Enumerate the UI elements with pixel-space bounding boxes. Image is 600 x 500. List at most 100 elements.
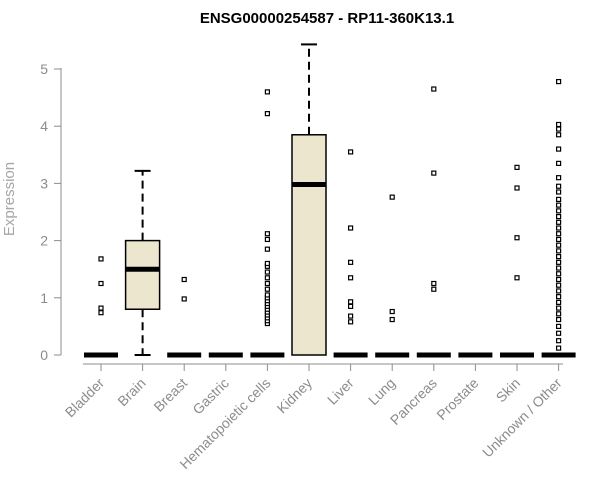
y-axis-ticks: 0 1 2 3 4 5	[40, 61, 61, 363]
y-tick-label: 0	[40, 347, 48, 363]
outlier-point	[264, 236, 270, 243]
outlier-point	[389, 194, 395, 200]
outlier-point	[555, 299, 562, 305]
outlier-point	[348, 275, 354, 281]
outlier-point	[264, 246, 270, 252]
outlier-point	[555, 288, 562, 294]
outlier-point	[555, 330, 562, 336]
outlier-point	[348, 319, 354, 325]
box-brain	[124, 169, 161, 356]
outlier-point	[555, 160, 562, 166]
x-tick-label: Liver	[324, 375, 357, 408]
outlier-point	[264, 286, 270, 292]
x-tick-label: Bladder	[62, 375, 108, 421]
box-breast	[167, 276, 202, 358]
outlier-point	[555, 189, 562, 195]
outlier-point	[431, 170, 437, 176]
x-tick-label: Brain	[114, 375, 148, 409]
x-tick-label: Prostate	[433, 375, 481, 423]
y-tick-label: 2	[40, 233, 48, 249]
outlier-point	[555, 316, 562, 323]
outlier-point	[264, 292, 270, 298]
outlier-point	[555, 338, 562, 344]
outlier-point	[264, 269, 270, 275]
outlier-point	[555, 208, 562, 214]
outlier-point	[555, 236, 562, 243]
box-bladder	[84, 256, 118, 358]
outlier-point	[555, 126, 562, 132]
outlier-point	[348, 225, 354, 231]
y-tick-label: 5	[40, 61, 48, 77]
box-skin	[500, 164, 534, 358]
box-body	[291, 134, 327, 356]
outlier-point	[555, 183, 562, 189]
outlier-point	[431, 280, 437, 287]
outlier-point	[98, 256, 104, 262]
outlier-point	[514, 275, 520, 281]
outlier-point	[555, 311, 562, 317]
outlier-point	[555, 225, 562, 231]
outlier-point	[555, 259, 562, 265]
box-pancreas	[416, 86, 451, 358]
outlier-point	[555, 213, 562, 220]
box-hematopoietic-cells	[250, 89, 285, 358]
outlier-point	[264, 89, 270, 95]
box-series	[84, 43, 576, 358]
outlier-point	[514, 235, 520, 241]
outlier-point	[555, 175, 562, 181]
outlier-point	[555, 305, 562, 311]
outlier-point	[555, 323, 562, 329]
outlier-point	[555, 242, 562, 248]
outlier-point	[555, 345, 562, 351]
outlier-point	[389, 316, 395, 323]
outlier-point	[555, 202, 562, 208]
outlier-point	[431, 286, 437, 292]
outlier-point	[555, 231, 562, 237]
outlier-point	[264, 111, 270, 117]
outlier-point	[555, 132, 562, 138]
outlier-point	[389, 308, 395, 315]
outlier-point	[264, 280, 270, 287]
box-kidney	[291, 43, 327, 356]
outlier-point	[555, 282, 562, 288]
outlier-point	[555, 254, 562, 260]
outlier-point	[555, 294, 562, 300]
outlier-point	[555, 248, 562, 254]
outlier-point	[348, 149, 354, 155]
outlier-point	[264, 275, 270, 281]
outlier-point	[555, 78, 562, 85]
outlier-point	[181, 296, 187, 302]
outlier-point	[555, 271, 562, 277]
outlier-point	[264, 260, 270, 267]
outlier-point	[555, 219, 562, 225]
x-tick-label: Breast	[150, 375, 190, 415]
x-tick-label: Lung	[365, 375, 398, 408]
box-lung	[375, 194, 410, 358]
y-axis-label: Expression	[1, 162, 18, 236]
box-unknown-other	[541, 78, 576, 358]
y-tick-label: 4	[40, 118, 48, 134]
outlier-point	[555, 265, 562, 271]
chart-title: ENSG00000254587 - RP11-360K13.1	[200, 10, 454, 27]
outlier-point	[348, 299, 354, 305]
outlier-point	[98, 280, 104, 287]
box-body	[124, 239, 161, 310]
outlier-point	[555, 121, 562, 128]
outlier-point	[348, 303, 354, 309]
outlier-point	[514, 185, 520, 191]
x-tick-label: Kidney	[274, 375, 316, 417]
x-tick-label: Skin	[493, 375, 524, 406]
outlier-point	[348, 313, 354, 319]
outlier-point	[181, 276, 187, 283]
outlier-point	[431, 86, 437, 92]
outlier-point	[98, 305, 104, 311]
x-tick-label: Unknown / Other	[479, 375, 565, 461]
box-liver	[333, 149, 368, 358]
outlier-point	[555, 276, 562, 283]
outlier-point	[555, 146, 562, 152]
outlier-point	[98, 310, 104, 316]
outlier-point	[555, 196, 562, 203]
y-tick-label: 1	[40, 290, 48, 306]
